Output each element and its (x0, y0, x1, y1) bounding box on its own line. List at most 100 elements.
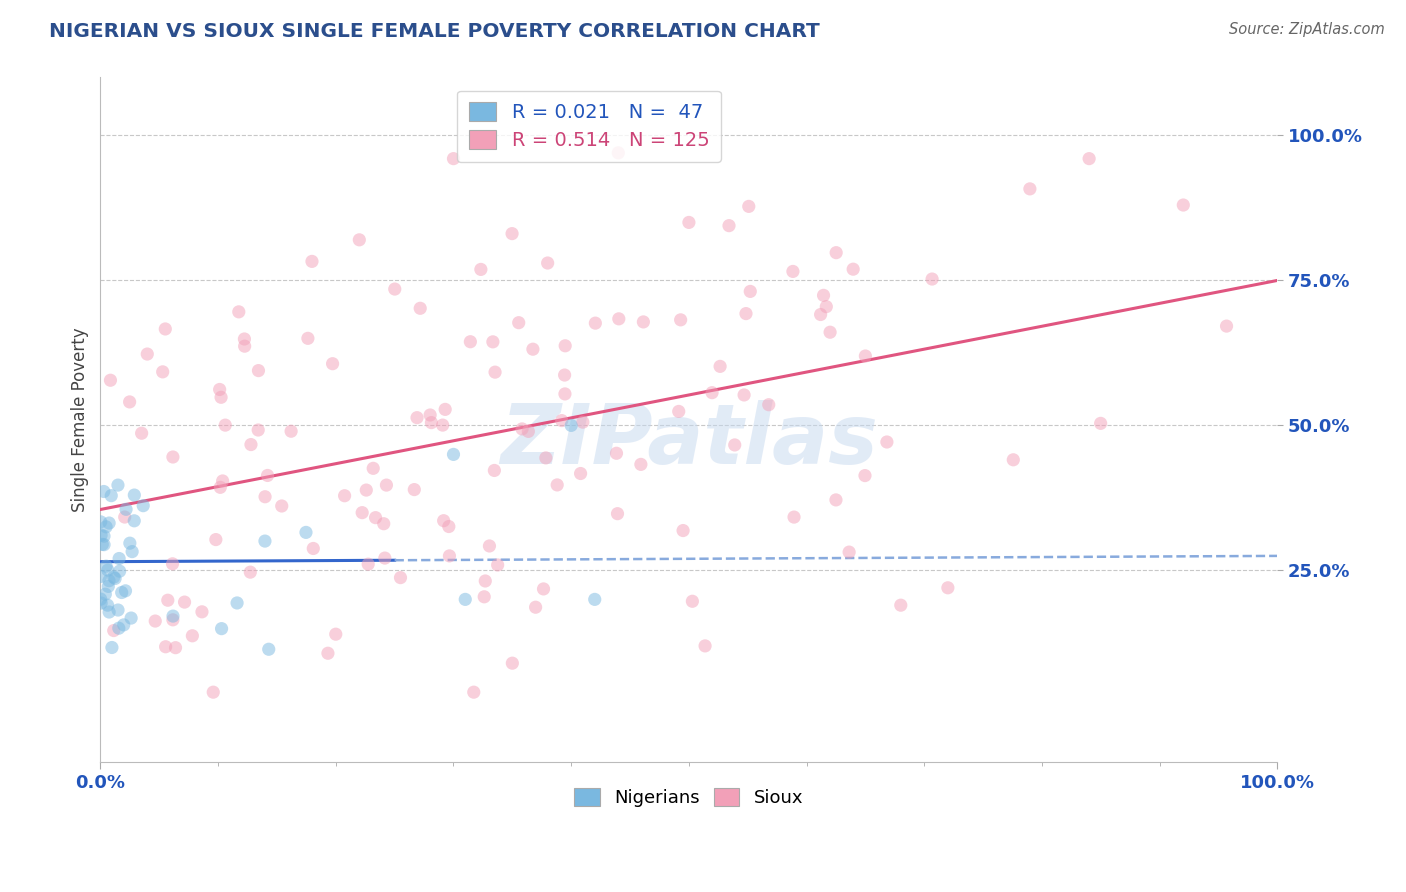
Point (247, 363, 270, 377)
Point (825, 492, 848, 507)
Point (700, 385, 723, 400)
Point (633, 315, 655, 329)
Point (605, 446, 627, 460)
Point (208, 383, 231, 397)
Point (93, 529, 115, 543)
Point (325, 627, 347, 641)
Point (374, 551, 396, 566)
Point (361, 461, 384, 475)
Point (501, 227, 523, 241)
Point (533, 582, 555, 596)
Point (156, 593, 179, 607)
Point (486, 558, 509, 572)
Point (876, 435, 898, 450)
Point (101, 640, 124, 655)
Point (94, 559, 117, 574)
Point (162, 609, 184, 624)
Point (758, 398, 780, 412)
Point (239, 565, 262, 579)
Point (228, 305, 250, 319)
Point (853, 349, 876, 363)
Point (233, 339, 256, 353)
Point (818, 325, 841, 339)
Point (419, 408, 441, 422)
Point (209, 390, 232, 404)
Point (111, 585, 134, 599)
Point (554, 368, 576, 382)
Point (463, 685, 485, 699)
Point (173, 595, 195, 609)
Point (214, 418, 236, 433)
Point (724, 438, 747, 452)
Point (136, 347, 159, 361)
Point (155, 640, 177, 654)
Point (97, 598, 120, 612)
Point (681, 594, 703, 608)
Point (352, 506, 374, 520)
Point (782, 264, 804, 278)
Point (853, 468, 876, 483)
Point (454, 592, 477, 607)
Point (432, 418, 454, 433)
Point (669, 313, 692, 327)
Point (90, 515, 112, 529)
Point (162, 557, 184, 571)
Point (91, 537, 114, 551)
Point (554, 339, 576, 353)
Point (115, 502, 138, 516)
Point (439, 549, 461, 563)
Point (825, 245, 848, 260)
Point (322, 357, 344, 371)
Point (103, 624, 125, 638)
Point (460, 334, 482, 349)
Point (606, 507, 628, 521)
Point (98, 574, 121, 588)
Point (152, 365, 174, 379)
Point (478, 539, 501, 553)
Point (181, 629, 204, 643)
Point (301, 254, 323, 268)
Point (735, 307, 758, 321)
Point (118, 536, 141, 550)
Point (443, 447, 465, 461)
Point (98, 516, 121, 530)
Point (97, 563, 120, 577)
Point (256, 468, 278, 483)
Point (404, 483, 426, 497)
Point (239, 437, 262, 451)
Point (94, 587, 117, 601)
Point (537, 256, 560, 270)
Point (104, 572, 127, 586)
Point (1078, 152, 1101, 166)
Point (1018, 182, 1040, 196)
Point (607, 145, 630, 160)
Point (247, 423, 270, 437)
Point (738, 199, 761, 213)
Point (226, 596, 249, 610)
Point (389, 571, 412, 585)
Point (890, 598, 912, 612)
Point (554, 387, 576, 401)
Point (508, 316, 530, 330)
Point (108, 551, 131, 566)
Point (356, 483, 378, 497)
Point (90, 592, 112, 607)
Point (302, 541, 325, 556)
Point (409, 301, 432, 316)
Point (524, 600, 547, 615)
Point (583, 592, 606, 607)
Point (1090, 417, 1112, 431)
Point (333, 489, 356, 503)
Point (316, 646, 339, 660)
Point (107, 478, 129, 492)
Point (472, 590, 495, 604)
Point (155, 322, 177, 336)
Point (630, 458, 652, 472)
Point (132, 499, 155, 513)
Point (546, 478, 568, 492)
Point (205, 533, 228, 547)
Point (936, 581, 959, 595)
Point (810, 308, 832, 322)
Point (97, 579, 120, 593)
Point (474, 574, 496, 588)
